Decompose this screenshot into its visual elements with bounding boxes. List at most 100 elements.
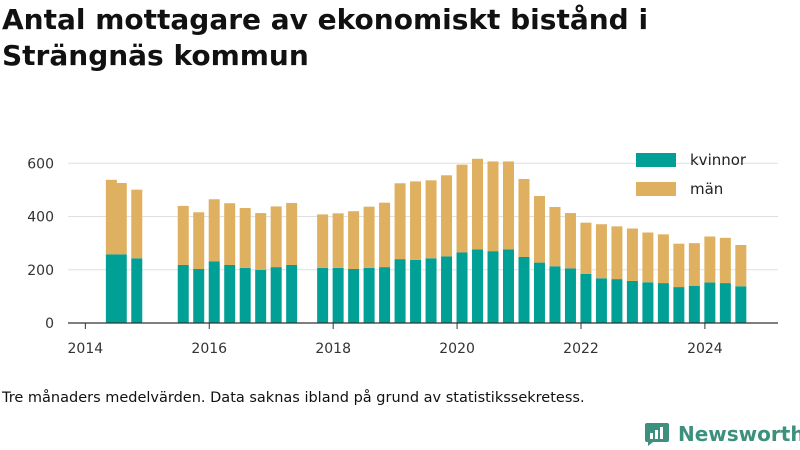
bar-kvinnor	[688, 285, 700, 323]
bar-man	[332, 213, 344, 268]
bar-man	[363, 206, 375, 268]
bar-man	[193, 212, 205, 269]
bar-man	[105, 179, 117, 255]
bar-man	[735, 245, 747, 287]
x-tick-label: 2020	[439, 341, 475, 357]
x-tick-label: 2024	[687, 341, 723, 357]
x-tick-label: 2016	[191, 341, 227, 357]
bar-kvinnor	[332, 267, 344, 323]
bar-man	[239, 208, 251, 268]
brand-name: Newsworthy	[678, 422, 800, 446]
bar-man	[456, 164, 468, 253]
bar-kvinnor	[657, 283, 669, 323]
bar-kvinnor	[564, 268, 576, 323]
bar-kvinnor	[363, 267, 375, 323]
bar-kvinnor	[441, 256, 453, 323]
bar-kvinnor	[348, 268, 360, 323]
bar-kvinnor	[533, 262, 545, 323]
bar-man	[208, 199, 220, 262]
bar-kvinnor	[487, 251, 499, 323]
bar-man	[626, 228, 638, 281]
bar-man	[317, 214, 329, 268]
chart-footnote: Tre månaders medelvärden. Data saknas ib…	[2, 390, 585, 406]
bar-man	[688, 243, 700, 286]
bar-man	[487, 161, 499, 252]
bar-kvinnor	[224, 264, 236, 323]
bar-kvinnor	[626, 280, 638, 323]
bar-man	[348, 211, 360, 269]
bar-man	[441, 175, 453, 257]
bar-man	[533, 196, 545, 263]
bar-man	[673, 243, 685, 288]
bar-man	[719, 237, 731, 284]
bar-man	[657, 234, 669, 284]
bar-kvinnor	[611, 279, 623, 323]
y-tick-label: 200	[27, 263, 54, 279]
bar-kvinnor	[595, 278, 607, 323]
bar-kvinnor	[410, 259, 422, 323]
bar-man	[410, 181, 422, 260]
bars	[105, 158, 747, 323]
legend-swatch	[636, 153, 676, 167]
bar-kvinnor	[255, 269, 267, 323]
bar-man	[177, 205, 189, 265]
bar-man	[611, 226, 623, 280]
bar-kvinnor	[239, 267, 251, 323]
bar-man	[502, 161, 514, 250]
legend: kvinnor män	[636, 151, 747, 198]
bar-kvinnor	[719, 283, 731, 323]
chart-title: Antal mottagare av ekonomiskt bistånd i …	[2, 3, 649, 72]
bar-man	[549, 206, 561, 267]
bar-man	[564, 213, 576, 269]
bar-man	[472, 158, 484, 250]
y-tick-label: 0	[45, 316, 54, 332]
legend-label: män	[690, 180, 723, 198]
bar-man	[518, 179, 530, 257]
bar-kvinnor	[673, 287, 685, 323]
bar-man	[224, 203, 236, 265]
bar-man	[270, 206, 282, 268]
bar-kvinnor	[105, 254, 117, 323]
bar-kvinnor	[642, 282, 654, 323]
x-tick-label: 2018	[315, 341, 351, 357]
x-axis: 2014 2016 2018 2020 2022 2024	[68, 322, 778, 357]
bar-man	[704, 236, 716, 283]
y-axis-tick-labels: 0 200 400 600	[27, 156, 54, 332]
bar-kvinnor	[115, 254, 127, 323]
bar-man	[131, 189, 143, 259]
bar-kvinnor	[379, 267, 391, 323]
bar-man	[115, 183, 127, 255]
bar-man	[255, 213, 267, 270]
bar-kvinnor	[502, 249, 514, 323]
bar-man	[425, 180, 437, 259]
newsworthy-logo-icon	[645, 423, 669, 446]
bar-kvinnor	[286, 264, 298, 323]
bar-kvinnor	[193, 268, 205, 323]
bar-man	[595, 224, 607, 279]
bar-kvinnor	[270, 267, 282, 323]
stacked-bar-chart: 0 200 400 600 2014 2016 2018 2020 2022 2024 kvin…	[27, 151, 778, 357]
bar-kvinnor	[456, 252, 468, 323]
bar-kvinnor	[704, 282, 716, 323]
bar-man	[580, 222, 592, 274]
bar-kvinnor	[518, 256, 530, 323]
bar-kvinnor	[177, 264, 189, 323]
bar-man	[394, 183, 406, 260]
bar-man	[379, 202, 391, 268]
bar-kvinnor	[580, 273, 592, 323]
y-tick-label: 600	[27, 156, 54, 172]
bar-kvinnor	[549, 266, 561, 323]
bar-kvinnor	[735, 286, 747, 323]
bar-kvinnor	[317, 267, 329, 323]
grid-lines	[68, 162, 778, 271]
y-tick-label: 400	[27, 210, 54, 226]
legend-label: kvinnor	[690, 151, 747, 169]
x-tick-label: 2014	[68, 341, 104, 357]
bar-kvinnor	[208, 261, 220, 323]
legend-swatch	[636, 182, 676, 196]
brand: Newsworthy	[644, 420, 800, 448]
bar-man	[286, 202, 298, 265]
bar-kvinnor	[394, 259, 406, 323]
bar-man	[642, 232, 654, 283]
bar-kvinnor	[425, 258, 437, 323]
